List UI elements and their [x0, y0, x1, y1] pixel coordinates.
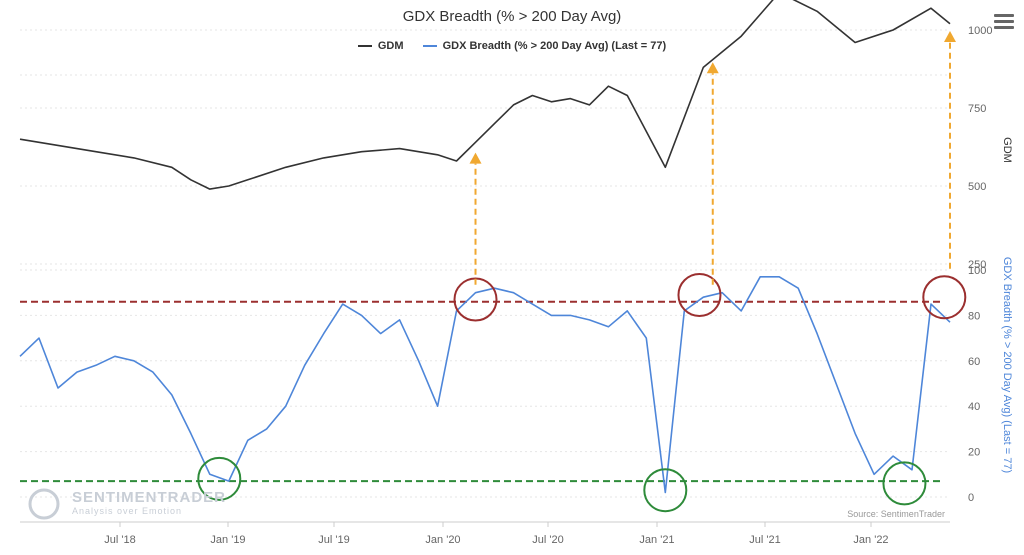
y-tick-label-gdm: 250 — [968, 259, 986, 271]
y-tick-label-gdm: 500 — [968, 181, 986, 193]
arrows — [469, 31, 956, 285]
arrow-aug-2020-head — [706, 62, 719, 74]
source-label: Source: SentimenTrader — [847, 509, 945, 519]
high-circle-aug-2020 — [677, 272, 722, 317]
high-circle-2022 — [922, 275, 967, 320]
x-tick-label: Jan '20 — [425, 534, 460, 546]
x-tick-label: Jul '19 — [318, 534, 349, 546]
y-tick-label-gdm: 1000 — [968, 25, 992, 37]
y-tick-label-breadth: 0 — [968, 492, 974, 504]
legend: GDM GDX Breadth (% > 200 Day Avg) (Last … — [0, 38, 1024, 52]
series-lines — [19, 0, 951, 494]
low-circle-2020 — [643, 468, 688, 513]
low-circle-2018 — [197, 456, 242, 501]
chart-title: GDX Breadth (% > 200 Day Avg) — [402, 8, 622, 25]
menu-bar — [994, 14, 1014, 17]
y-axis-title-breadth: GDX Breadth (% > 200 Day Avg) (Last = 77… — [1001, 257, 1013, 473]
y-tick-label-breadth: 40 — [968, 401, 980, 413]
arrow-2022-head — [944, 31, 956, 42]
watermark-main: SENTIMENTRADER — [72, 489, 226, 506]
reference-lines — [20, 300, 944, 483]
watermark-logo-icon — [28, 488, 60, 520]
legend-swatch-gdm — [357, 45, 372, 47]
y-tick-label-breadth: 60 — [968, 356, 980, 368]
arrow-jul-2019-head — [469, 152, 482, 164]
axes: 500 750 1000 250 0 20 40 60 80 100 GDM GDX Breadth … — [20, 25, 1013, 546]
x-tick-label: Jan '19 — [210, 534, 245, 546]
x-tick-label: Jan '21 — [639, 534, 674, 546]
high-circle-jul-2019 — [453, 277, 498, 322]
breadth-series-line — [19, 275, 951, 494]
legend-label-gdm: GDM — [377, 40, 404, 52]
legend-label-breadth: GDX Breadth (% > 200 Day Avg) (Last = 77… — [442, 40, 667, 52]
watermark-sub: Analysis over Emotion — [72, 506, 182, 516]
x-tick-label: Jan '22 — [853, 534, 888, 546]
x-tick-label: Jul '20 — [532, 534, 563, 546]
legend-item-gdm[interactable]: GDM — [357, 40, 404, 52]
menu-icon[interactable] — [994, 14, 1014, 30]
x-tick-label: Jul '18 — [104, 534, 135, 546]
y-axis-title-gdm: GDM — [1001, 137, 1013, 163]
low-circle-2022 — [882, 461, 927, 506]
highlight-circles — [197, 272, 967, 513]
y-tick-label-breadth: 80 — [968, 310, 980, 322]
menu-bar — [994, 20, 1014, 23]
gdm-series-line — [19, 0, 951, 190]
legend-item-breadth[interactable]: GDX Breadth (% > 200 Day Avg) (Last = 77… — [422, 40, 667, 52]
legend-swatch-breadth — [422, 45, 437, 47]
y-tick-label-gdm: 750 — [968, 103, 986, 115]
gridlines — [20, 29, 950, 498]
watermark: SENTIMENTRADER Analysis over Emotion — [28, 488, 226, 520]
menu-bar — [994, 26, 1014, 29]
y-tick-label-breadth: 100 — [968, 265, 986, 277]
y-tick-label-breadth: 20 — [968, 447, 980, 459]
x-tick-label: Jul '21 — [749, 534, 780, 546]
